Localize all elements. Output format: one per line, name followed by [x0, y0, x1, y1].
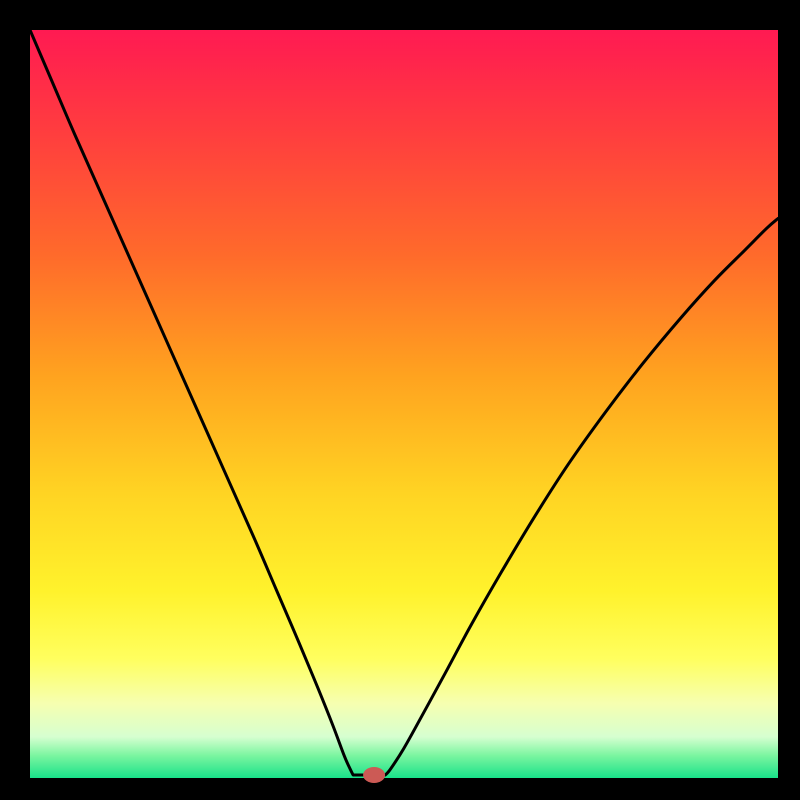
chart-container: TheBottleneck.com [0, 0, 800, 800]
bottleneck-chart [0, 0, 800, 800]
plot-background-gradient [30, 30, 778, 778]
optimal-point-marker [363, 767, 385, 783]
